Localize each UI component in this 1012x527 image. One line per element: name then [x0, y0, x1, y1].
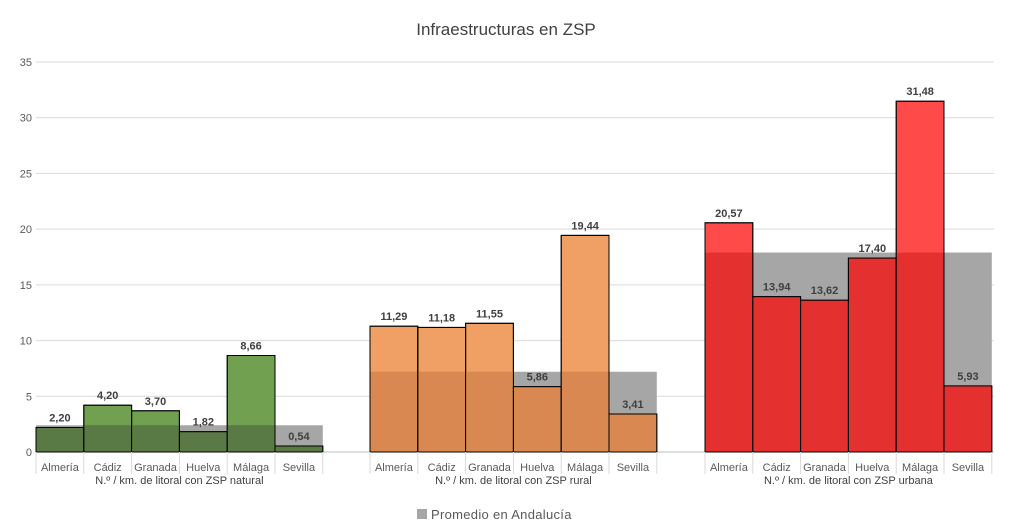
bar-overlap — [848, 258, 896, 452]
bar-overlap — [753, 296, 801, 452]
bar-overlap — [609, 414, 657, 452]
overlap-bars — [35, 100, 993, 453]
x-tick-label: Almería — [41, 462, 80, 474]
data-label: 31,48 — [906, 86, 934, 98]
legend-swatch — [417, 509, 427, 519]
data-label: 4,20 — [97, 390, 118, 402]
x-tick-label: Málaga — [902, 462, 939, 474]
bar-outline — [274, 445, 324, 453]
group-label: N.º / km. de litoral con ZSP urbana — [764, 475, 934, 487]
x-tick-label: Granada — [468, 462, 512, 474]
bar-outline — [895, 100, 945, 453]
y-tick-label: 0 — [26, 447, 32, 459]
data-label: 17,40 — [859, 243, 887, 255]
x-tick-label: Granada — [803, 462, 847, 474]
data-label: 20,57 — [715, 208, 743, 220]
y-tick-label: 15 — [20, 280, 32, 292]
group-label: N.º / km. de litoral con ZSP natural — [95, 475, 263, 487]
y-tick-label: 10 — [20, 336, 32, 348]
data-label: 13,94 — [763, 282, 791, 294]
y-tick-label: 30 — [20, 113, 32, 125]
y-tick-label: 25 — [20, 168, 32, 180]
bar-overlap — [36, 427, 84, 452]
bar-overlap — [132, 425, 179, 452]
y-tick-label: 35 — [20, 57, 32, 69]
data-label: 2,20 — [49, 412, 70, 424]
x-tick-label: Cádiz — [428, 462, 456, 474]
x-tick-label: Málaga — [233, 462, 270, 474]
x-tick-label: Almería — [710, 462, 749, 474]
x-tick-label: Almería — [375, 462, 414, 474]
bar-overlap — [418, 371, 466, 452]
bar-outline — [560, 234, 610, 453]
data-label: 1,82 — [193, 417, 214, 429]
bar-overlap — [227, 425, 275, 452]
x-tick-label: Huelva — [520, 462, 555, 474]
chart-title: Infraestructuras en ZSP — [416, 20, 596, 39]
data-label: 11,18 — [428, 312, 455, 324]
legend: Promedio en Andalucía — [417, 507, 572, 522]
data-labels: 2,20 4,20 3,70 1,82 8,66 0,54 11,29 11,18 11,55 5… — [49, 86, 978, 443]
x-tick-label: Sevilla — [617, 462, 650, 474]
bar-overlap — [561, 371, 609, 452]
bar-overlap — [275, 445, 323, 452]
x-tick-label: Granada — [134, 462, 178, 474]
bar-overlap — [84, 425, 132, 452]
data-label: 19,44 — [571, 220, 599, 232]
bar-outline — [226, 355, 276, 453]
data-label: 11,29 — [380, 311, 407, 323]
data-label: 3,41 — [622, 399, 643, 411]
data-label: 5,93 — [957, 371, 978, 383]
x-tick-label: Cádiz — [94, 462, 122, 474]
bar-overlap — [896, 252, 944, 452]
grid — [36, 61, 994, 453]
x-tick-label: Sevilla — [283, 462, 316, 474]
data-label: 8,66 — [240, 341, 261, 353]
bar-overlap — [513, 386, 561, 452]
data-label: 3,70 — [145, 396, 166, 408]
y-tick-label: 20 — [20, 224, 32, 236]
data-label: 0,54 — [288, 431, 310, 443]
group-label: N.º / km. de litoral con ZSP rural — [435, 475, 592, 487]
bar-outline — [608, 413, 658, 453]
bar-overlap — [801, 300, 848, 452]
x-tick-label: Sevilla — [952, 462, 985, 474]
legend-label: Promedio en Andalucía — [431, 507, 572, 522]
x-tick-label: Huelva — [186, 462, 221, 474]
x-tick-label: Cádiz — [763, 462, 791, 474]
y-tick-label: 5 — [26, 391, 32, 403]
bar-overlap — [705, 252, 753, 452]
bar-overlap — [944, 385, 992, 452]
x-tick-label: Málaga — [567, 462, 604, 474]
bar-outline — [943, 385, 993, 453]
bar-overlap — [370, 371, 418, 452]
x-tick-label: Huelva — [855, 462, 890, 474]
data-label: 11,55 — [476, 308, 503, 320]
data-label: 5,86 — [527, 372, 548, 384]
data-label: 13,62 — [811, 285, 839, 297]
bar-overlap — [179, 431, 227, 452]
axes: 0 5 10 15 20 25 30 35 Almería Cádiz Granada Huelva M… — [20, 57, 993, 487]
bar-overlap — [466, 371, 513, 452]
